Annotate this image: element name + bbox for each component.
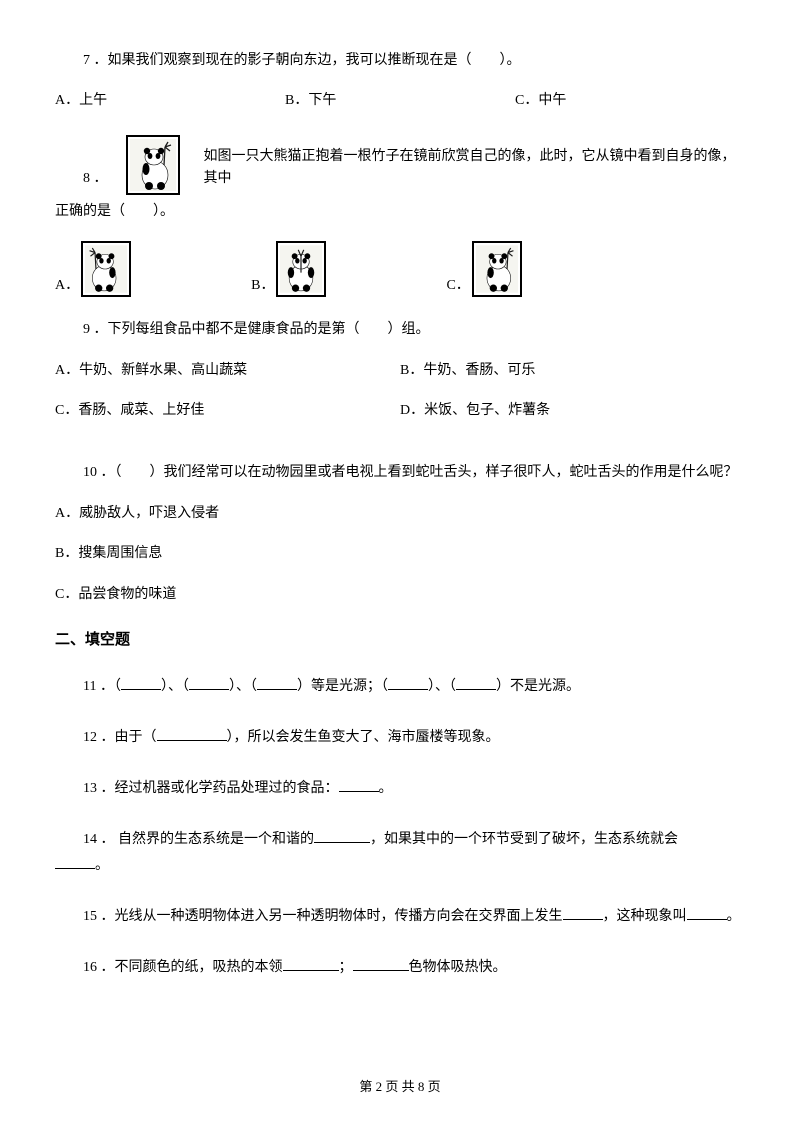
q11-p2: ）、（ xyxy=(161,679,189,694)
q9-opt-b: B．牛奶、香肠、可乐 xyxy=(400,360,745,382)
q11-p5: ）、（ xyxy=(428,679,456,694)
q14-p1: 14 ． 自然界的生态系统是一个和谐的 xyxy=(55,827,314,852)
section-2-title: 二、填空题 xyxy=(55,628,745,652)
q13-p1: 13 ．经过机器或化学药品处理过的食品： xyxy=(83,781,339,796)
q16-p1: 16 ．不同颜色的纸，吸热的本领 xyxy=(83,960,283,975)
panda-image-a xyxy=(81,241,131,297)
blank xyxy=(687,906,727,920)
q11-p4: ）等是光源；（ xyxy=(297,679,388,694)
panda-reference-image xyxy=(126,135,180,195)
q9-options: A．牛奶、新鲜水果、高山蔬菜 B．牛奶、香肠、可乐 C．香肠、咸菜、上好佳 D．… xyxy=(55,360,745,441)
q14-p2: ，如果其中的一个环节受到了破坏，生态系统就会 xyxy=(370,832,678,847)
q8-options: A． xyxy=(55,241,745,297)
q8-opt-b-label: B． xyxy=(251,275,274,297)
page-footer: 第 2 页 共 8 页 xyxy=(0,1077,800,1098)
blank xyxy=(157,727,227,741)
q14-p3: 。 xyxy=(95,858,109,873)
footer-p3: 页 xyxy=(424,1079,440,1094)
q9-opt-d: D．米饭、包子、炸薯条 xyxy=(400,400,745,422)
question-10: 10 ．（ ）我们经常可以在动物园里或者电视上看到蛇吐舌头，样子很吓人，蛇吐舌头… xyxy=(55,462,745,606)
blank xyxy=(257,676,297,690)
footer-p1: 第 xyxy=(359,1079,375,1094)
footer-p2: 页 共 xyxy=(382,1079,418,1094)
blank xyxy=(283,957,339,971)
q16-p2: ； xyxy=(339,960,353,975)
q15-p1: 15 ．光线从一种透明物体进入另一种透明物体时，传播方向会在交界面上发生 xyxy=(83,909,563,924)
q9-opt-a: A．牛奶、新鲜水果、高山蔬菜 xyxy=(55,360,400,382)
question-12: 12 ．由于（ ），所以会发生鱼变大了、海市蜃楼等现象。 xyxy=(55,725,745,750)
question-14: 14 ． 自然界的生态系统是一个和谐的 ，如果其中的一个环节受到了破坏，生态系统… xyxy=(55,827,745,877)
q7-opt-a: A．上午 xyxy=(55,90,285,112)
q15-p2: ，这种现象叫 xyxy=(603,909,687,924)
q7-opt-b: B．下午 xyxy=(285,90,515,112)
q12-p1: 12 ．由于（ xyxy=(83,730,157,745)
q11-p3: ）、（ xyxy=(229,679,257,694)
q15-p3: 。 xyxy=(727,909,741,924)
question-7: 7 ．如果我们观察到现在的影子朝向东边，我可以推断现在是（ ）。 A．上午 B．… xyxy=(55,50,745,113)
question-16: 16 ．不同颜色的纸，吸热的本领 ； 色物体吸热快。 xyxy=(55,955,745,980)
q8-opt-a-label: A． xyxy=(55,275,79,297)
q7-text: 7 ．如果我们观察到现在的影子朝向东边，我可以推断现在是（ ）。 xyxy=(55,50,745,72)
q9-text: 9 ．下列每组食品中都不是健康食品的是第（ ）组。 xyxy=(55,319,745,341)
q11-p6: ）不是光源。 xyxy=(496,679,580,694)
q8-text-after: 如图一只大熊猫正抱着一根竹子在镜前欣赏自己的像，此时，它从镜中看到自身的像，其中 xyxy=(204,146,746,195)
question-15: 15 ．光线从一种透明物体进入另一种透明物体时，传播方向会在交界面上发生 ，这种现… xyxy=(55,904,745,929)
q8-opt-c: C． xyxy=(446,241,521,297)
question-11: 11 ．（ ）、（ ）、（ ）等是光源；（ ）、（ ）不是光源。 xyxy=(55,674,745,699)
blank xyxy=(456,676,496,690)
q11-p1: 11 ．（ xyxy=(83,679,121,694)
q8-opt-b: B． xyxy=(251,241,326,297)
q8-opt-c-label: C． xyxy=(446,275,469,297)
blank xyxy=(189,676,229,690)
panda-icon xyxy=(130,139,176,191)
panda-b-icon xyxy=(280,245,322,293)
panda-c-icon xyxy=(476,245,518,293)
blank xyxy=(563,906,603,920)
q8-number: 8 ． xyxy=(55,168,108,194)
q12-p2: ），所以会发生鱼变大了、海市蜃楼等现象。 xyxy=(227,730,500,745)
panda-image-b xyxy=(276,241,326,297)
q8-opt-a: A． xyxy=(55,241,131,297)
panda-image-c xyxy=(472,241,522,297)
question-9: 9 ．下列每组食品中都不是健康食品的是第（ ）组。 A．牛奶、新鲜水果、高山蔬菜… xyxy=(55,319,745,440)
q10-options: A．威胁敌人，吓退入侵者 B．搜集周围信息 C．品尝食物的味道 xyxy=(55,503,745,606)
q10-opt-c: C．品尝食物的味道 xyxy=(55,584,745,606)
blank xyxy=(55,855,95,869)
panda-a-icon xyxy=(85,245,127,293)
q10-text: 10 ．（ ）我们经常可以在动物园里或者电视上看到蛇吐舌头，样子很吓人，蛇吐舌头… xyxy=(55,462,745,484)
question-8: 8 ． 如图一只大熊猫正抱着一根竹子在镜前欣赏自己的像，此时，它从镜中看到自身的… xyxy=(55,135,745,297)
q9-opt-c: C．香肠、咸菜、上好佳 xyxy=(55,400,400,422)
blank xyxy=(121,676,161,690)
blank xyxy=(339,778,379,792)
question-13: 13 ．经过机器或化学药品处理过的食品： 。 xyxy=(55,776,745,801)
q10-opt-a: A．威胁敌人，吓退入侵者 xyxy=(55,503,745,525)
q8-tail: 正确的是（ ）。 xyxy=(55,201,745,223)
q7-opt-c: C．中午 xyxy=(515,90,745,112)
blank xyxy=(314,829,370,843)
q7-options: A．上午 B．下午 C．中午 xyxy=(55,90,745,112)
q10-opt-b: B．搜集周围信息 xyxy=(55,543,745,565)
q8-header: 8 ． 如图一只大熊猫正抱着一根竹子在镜前欣赏自己的像，此时，它从镜中看到自身的… xyxy=(55,135,745,195)
q13-p2: 。 xyxy=(379,781,393,796)
blank xyxy=(353,957,409,971)
q16-p3: 色物体吸热快。 xyxy=(409,960,507,975)
blank xyxy=(388,676,428,690)
